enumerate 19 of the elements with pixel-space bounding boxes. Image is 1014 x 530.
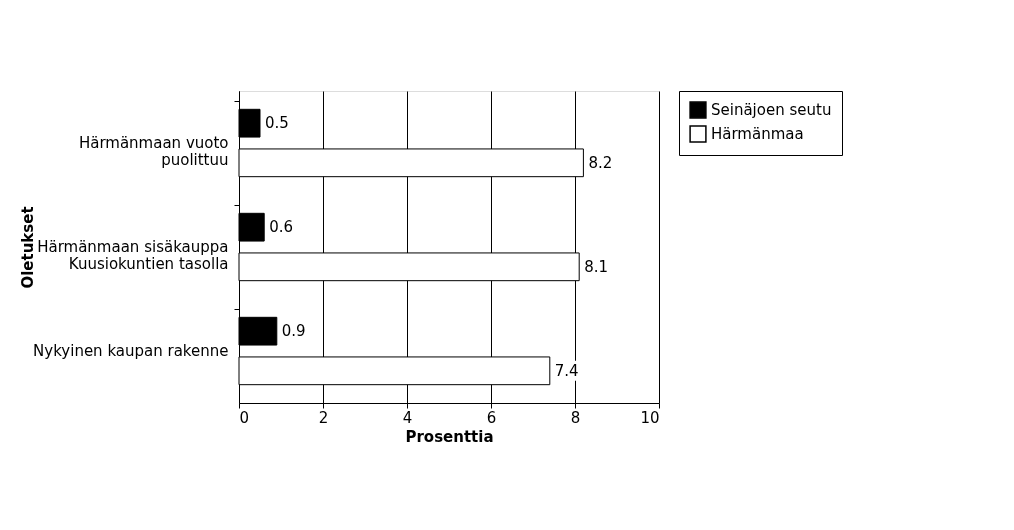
data-label: 0.5 bbox=[265, 114, 289, 133]
y-tick-label: Härmänmaan sisäkauppa Kuusiokuntien tasolla bbox=[37, 238, 229, 273]
data-label: 7.4 bbox=[554, 361, 579, 380]
x-tick-label: 4 bbox=[402, 408, 413, 427]
y-tick-label: Härmänmaan vuoto puolittuu bbox=[78, 134, 229, 169]
y-tick-label: Nykyinen kaupan rakenne bbox=[33, 342, 229, 360]
data-label: 0.9 bbox=[281, 322, 306, 341]
legend-label: Seinäjoen seutu bbox=[711, 101, 832, 119]
y-axis-title: Oletukset bbox=[18, 206, 37, 289]
data-label: 8.1 bbox=[584, 257, 609, 276]
x-axis-title: Prosenttia bbox=[405, 427, 494, 446]
x-tick-label: 10 bbox=[640, 408, 660, 427]
x-tick-label: 0 bbox=[239, 408, 250, 427]
legend-label: Härmänmaa bbox=[711, 125, 804, 143]
x-tick-label: 6 bbox=[486, 408, 497, 427]
data-label: 8.2 bbox=[588, 153, 613, 172]
x-tick-label: 8 bbox=[570, 408, 581, 427]
x-tick-label: 2 bbox=[318, 408, 329, 427]
data-label: 0.6 bbox=[269, 218, 294, 237]
